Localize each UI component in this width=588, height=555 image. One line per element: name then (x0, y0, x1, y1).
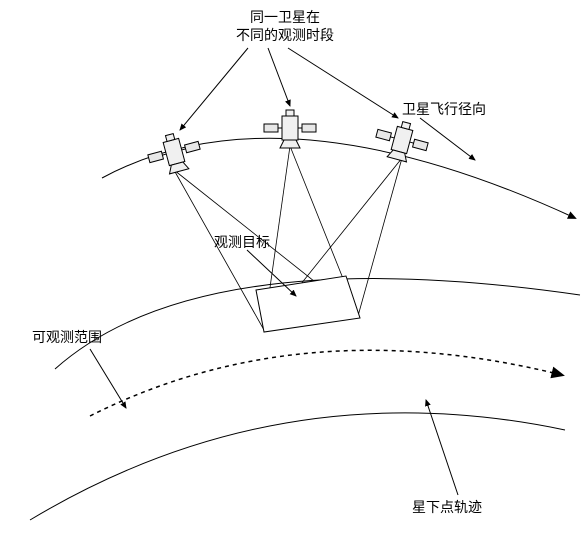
observation-target-label: 观测目标 (214, 233, 270, 251)
top-label-line2: 不同的观测时段 (236, 26, 334, 44)
lower-range-curve (30, 413, 565, 520)
satellite-observation-diagram: 同一卫星在 不同的观测时段 卫星飞行径向 观测目标 可观测范围 星下点轨迹 (0, 0, 588, 555)
top-label-line1: 同一卫星在 (236, 8, 334, 26)
top-label: 同一卫星在 不同的观测时段 (236, 8, 334, 44)
satellite-2 (264, 110, 316, 148)
flight-direction-label: 卫星飞行径向 (402, 100, 486, 118)
satellite-1 (144, 128, 204, 178)
diagram-svg (0, 0, 588, 555)
observable-range-label: 可观测范围 (32, 328, 102, 346)
nadir-track-label: 星下点轨迹 (412, 498, 482, 516)
nadir-track-curve (90, 350, 562, 416)
satellite-3 (372, 116, 432, 166)
